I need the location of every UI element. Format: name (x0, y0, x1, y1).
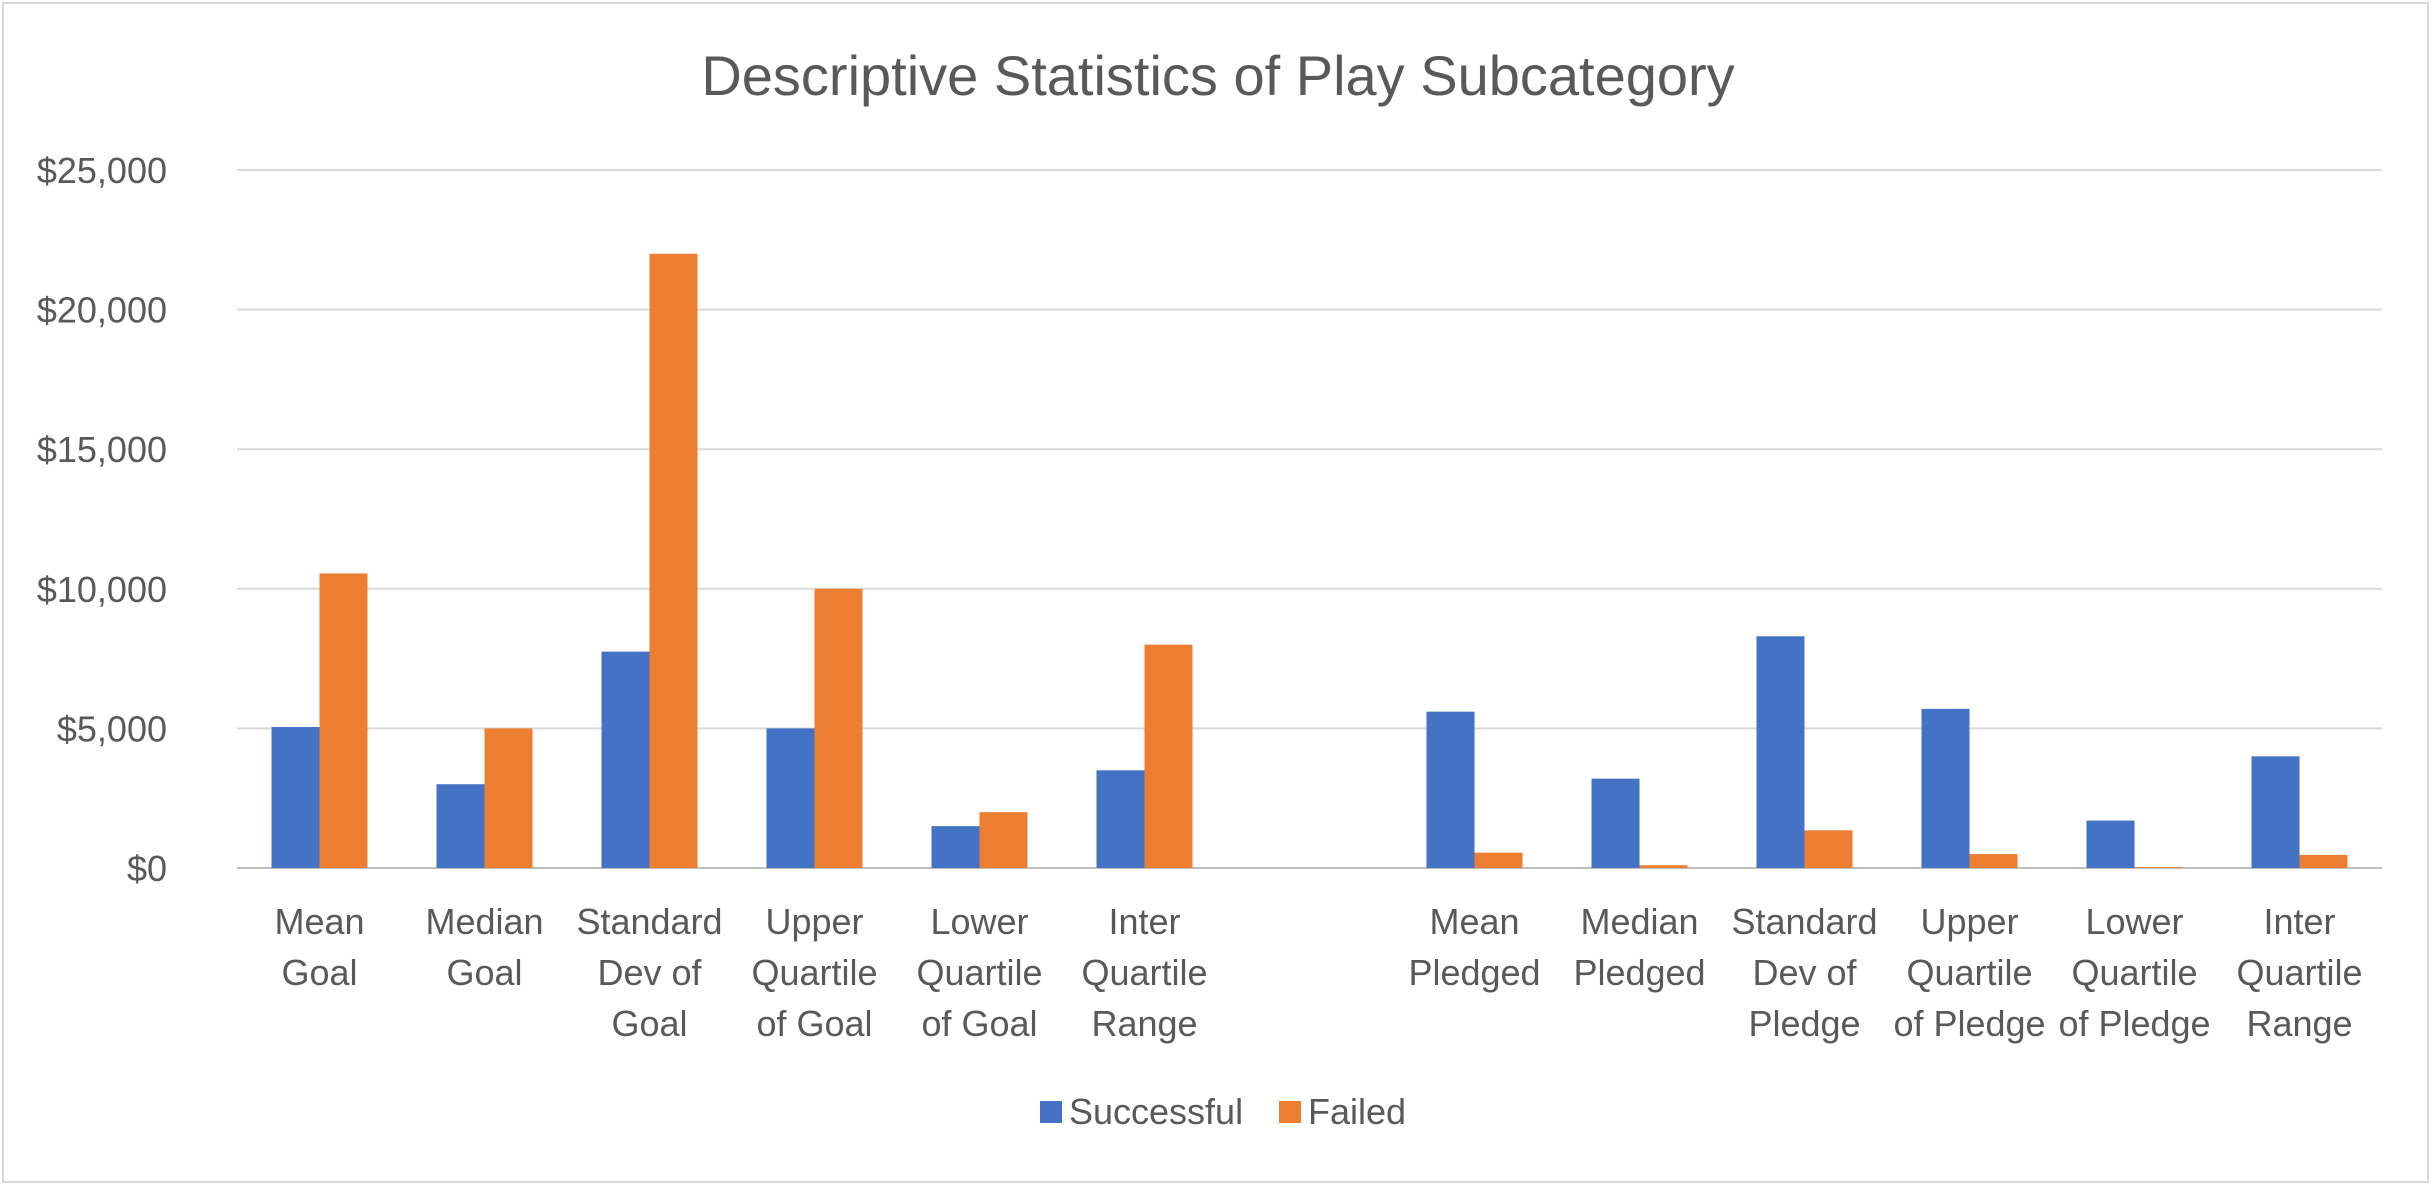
x-tick-label: Dev of (1752, 952, 1857, 993)
x-tick-label: Quartile (751, 952, 877, 993)
x-tick-label: Mean (274, 901, 364, 942)
legend-label: Failed (1308, 1091, 1406, 1132)
x-tick-label: Standard (1731, 901, 1877, 942)
x-tick-label: Inter (2263, 901, 2335, 942)
y-tick-label: $20,000 (37, 290, 167, 331)
bar-successful (766, 728, 815, 868)
x-tick-label: Quartile (916, 952, 1042, 993)
bar-failed (814, 588, 863, 868)
x-tick-label: of Goal (756, 1003, 872, 1044)
y-tick-label: $25,000 (37, 150, 167, 191)
bar-successful (931, 826, 980, 868)
bar-successful (601, 651, 650, 868)
x-tick-label: Range (2246, 1003, 2352, 1044)
x-tick-label: Goal (281, 952, 357, 993)
x-tick-label: Pledge (1748, 1003, 1860, 1044)
x-tick-label: Goal (611, 1003, 687, 1044)
x-axis-ticks: Mean Goal Median Goal Standard Dev of Goal Uppe… (274, 901, 2362, 1044)
bar-successful (2251, 756, 2300, 868)
y-tick-label: $10,000 (37, 569, 167, 610)
x-tick-label: Goal (446, 952, 522, 993)
y-axis-ticks: $0 $5,000 $10,000 $15,000 $20,000 $25,000 (37, 150, 167, 889)
x-tick-label: Inter (1108, 901, 1180, 942)
bar-successful (1096, 770, 1145, 868)
x-tick-label: of Pledge (2058, 1003, 2210, 1044)
x-tick-label: Upper (1920, 901, 2018, 942)
y-tick-label: $5,000 (57, 708, 167, 749)
bar-successful (1921, 708, 1970, 868)
y-tick-label: $0 (127, 848, 167, 889)
bar-successful (1591, 778, 1640, 868)
x-tick-label: of Pledge (1893, 1003, 2045, 1044)
x-tick-label: Range (1091, 1003, 1197, 1044)
gridlines (237, 169, 2382, 869)
legend-label: Successful (1069, 1091, 1243, 1132)
bars (271, 253, 2348, 868)
bar-successful (1426, 711, 1475, 868)
chart-title: Descriptive Statistics of Play Subcatego… (701, 44, 1734, 107)
y-tick-label: $15,000 (37, 429, 167, 470)
x-tick-label: Lower (930, 901, 1028, 942)
bar-failed (1639, 865, 1688, 868)
x-tick-label: of Goal (921, 1003, 1037, 1044)
x-tick-label: Lower (2085, 901, 2183, 942)
bar-successful (1756, 636, 1805, 868)
bar-failed (1474, 852, 1523, 868)
bar-failed (1969, 854, 2018, 868)
bar-failed (484, 728, 533, 868)
x-tick-label: Pledged (1573, 952, 1705, 993)
bar-failed (2299, 854, 2348, 868)
x-tick-label: Quartile (2071, 952, 2197, 993)
bar-failed (2134, 867, 2183, 868)
x-tick-label: Median (1580, 901, 1698, 942)
bar-successful (271, 727, 320, 868)
legend-swatch (1040, 1101, 1062, 1123)
bar-failed (1144, 644, 1193, 868)
legend: Successful Failed (1040, 1091, 1406, 1132)
bar-failed (979, 812, 1028, 868)
x-tick-label: Pledged (1408, 952, 1540, 993)
x-tick-label: Mean (1429, 901, 1519, 942)
x-tick-label: Quartile (1906, 952, 2032, 993)
bar-successful (2086, 820, 2135, 868)
bar-successful (436, 784, 485, 868)
legend-swatch (1279, 1101, 1301, 1123)
bar-failed (319, 573, 368, 868)
x-tick-label: Quartile (2236, 952, 2362, 993)
x-tick-label: Quartile (1081, 952, 1207, 993)
bar-failed (1804, 830, 1853, 868)
x-tick-label: Dev of (597, 952, 702, 993)
x-tick-label: Upper (765, 901, 863, 942)
x-tick-label: Standard (576, 901, 722, 942)
bar-failed (649, 253, 698, 868)
x-tick-label: Median (425, 901, 543, 942)
